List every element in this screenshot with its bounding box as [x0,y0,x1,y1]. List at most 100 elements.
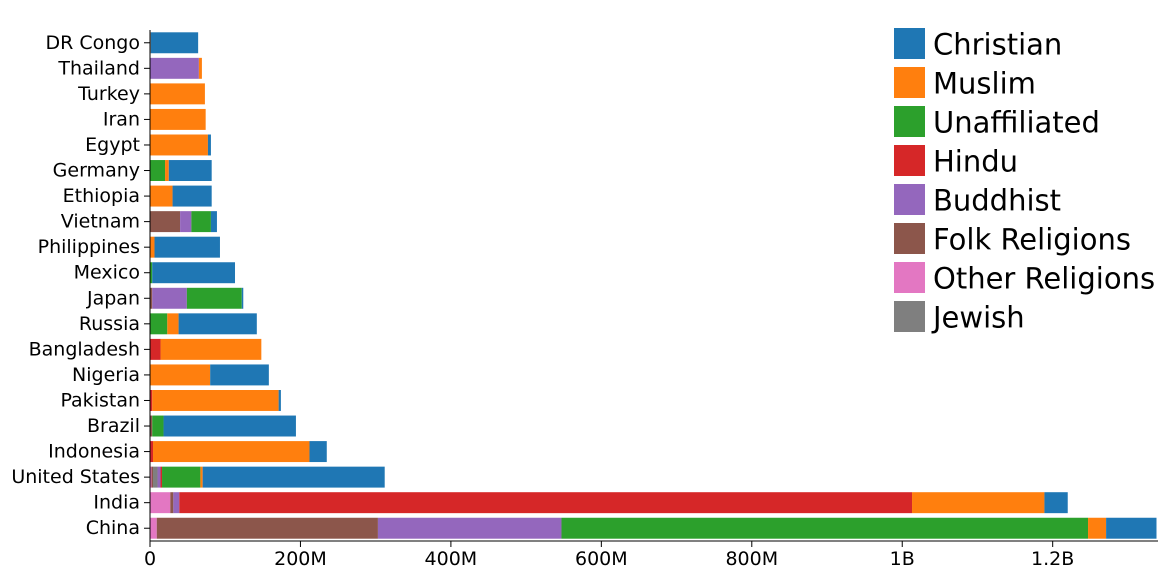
bar-pakistan-christian [278,389,281,411]
y-tick-label-iran: Iran [103,108,140,130]
bar-dr-congo-christian [150,32,199,54]
y-tick-label-india: India [93,492,140,514]
bar-bangladesh-hindu [150,338,161,360]
legend-swatch-other-religions [894,262,925,293]
bar-nigeria-muslim [150,364,211,386]
bar-vietnam-unaffiliated [191,211,211,233]
bar-vietnam-buddhist [180,211,192,233]
bar-thailand-buddhist [150,57,199,79]
bars-group [150,32,1157,539]
bar-russia-unaffiliated [150,313,168,335]
x-tick-label-200m: 200M [274,548,327,570]
bar-japan-unaffiliated [186,287,242,309]
bar-russia-muslim [167,313,179,335]
bar-thailand-muslim [198,57,202,79]
bar-united-states-muslim [200,466,203,488]
bar-germany-muslim [165,160,169,182]
bar-united-states-hindu [160,466,163,488]
y-tick-label-germany: Germany [53,160,140,182]
bar-indonesia-muslim [153,441,310,463]
bar-russia-christian [178,313,257,335]
legend-swatch-christian [894,28,925,59]
bar-india-folk-religions [170,492,174,514]
legend-swatch-jewish [894,301,925,332]
bar-united-states-jewish [153,466,158,488]
bar-united-states-folk-religions [151,466,154,488]
x-tick-label-1b: 1B [890,548,915,570]
bar-iran-muslim [150,108,206,130]
bar-indonesia-christian [309,441,327,463]
y-tick-label-pakistan: Pakistan [60,389,140,411]
bar-turkey-muslim [150,83,205,105]
bar-egypt-christian [207,134,211,156]
legend-label-christian: Christian [933,28,1062,62]
bar-nigeria-christian [210,364,269,386]
y-tick-label-united-states: United States [11,466,140,488]
y-tick-label-russia: Russia [79,313,140,335]
bar-brazil-folk-religions [150,415,153,437]
legend-label-jewish: Jewish [931,301,1025,335]
bar-china-muslim [1088,517,1107,539]
bar-mexico-unaffiliated [150,262,153,284]
legend-label-muslim: Muslim [933,67,1036,101]
x-axis: 0 200M 400M 600M 800M 1B 1.2B [144,540,1158,570]
y-tick-label-egypt: Egypt [85,134,140,156]
bar-mexico-christian [152,262,236,284]
bar-pakistan-muslim [152,389,279,411]
bar-india-other-religions [150,492,171,514]
bar-ethiopia-muslim [150,185,173,207]
y-tick-label-vietnam: Vietnam [61,211,140,233]
bar-germany-christian [168,160,212,182]
bar-ethiopia-christian [172,185,212,207]
y-tick-label-indonesia: Indonesia [48,441,140,463]
legend-label-hindu: Hindu [933,145,1018,179]
bar-indonesia-hindu [150,441,154,463]
y-axis: DR Congo Thailand Turkey Iran Egypt Germany Et… [11,30,151,541]
y-tick-label-turkey: Turkey [77,83,140,105]
bar-united-states-other-religions [150,466,152,488]
y-tick-label-mexico: Mexico [74,262,140,284]
legend-label-other-religions: Other Religions [933,262,1155,296]
y-tick-label-china: China [86,517,140,539]
bar-india-buddhist [173,492,180,514]
bar-philippines-christian [154,236,220,258]
y-tick-label-japan: Japan [86,287,140,309]
y-tick-label-bangladesh: Bangladesh [29,338,140,360]
legend-label-buddhist: Buddhist [933,184,1061,218]
bar-germany-unaffiliated [150,160,166,182]
bar-united-states-christian [202,466,385,488]
legend-swatch-buddhist [894,184,925,215]
legend-swatch-hindu [894,145,925,176]
bar-vietnam-folk-religions [150,211,181,233]
x-tick-label-1-2b: 1.2B [1031,548,1074,570]
bar-pakistan-hindu [150,389,153,411]
y-tick-label-thailand: Thailand [57,57,140,79]
legend: Christian Muslim Unaffiliated Hindu Buddhist… [894,28,1155,335]
bar-japan-buddhist [152,287,187,309]
bar-bangladesh-muslim [160,338,262,360]
x-tick-label-600m: 600M [575,548,628,570]
bar-vietnam-christian [210,211,217,233]
bar-india-hindu [179,492,913,514]
legend-swatch-muslim [894,67,925,98]
bar-japan-christian [241,287,244,309]
x-tick-label-0: 0 [144,548,156,570]
bar-japan-folk-religions [150,287,153,309]
y-tick-label-ethiopia: Ethiopia [63,185,140,207]
bar-china-christian [1106,517,1157,539]
legend-label-unaffiliated: Unaffiliated [933,106,1100,140]
bar-united-states-unaffiliated [162,466,201,488]
y-tick-label-brazil: Brazil [87,415,140,437]
x-tick-label-800m: 800M [725,548,778,570]
bar-brazil-unaffiliated [152,415,164,437]
y-tick-label-philippines: Philippines [38,236,140,258]
legend-swatch-folk-religions [894,223,925,254]
bar-china-folk-religions [156,517,378,539]
bar-china-buddhist [377,517,562,539]
legend-swatch-unaffiliated [894,106,925,137]
y-tick-label-dr-congo: DR Congo [46,32,141,54]
y-tick-label-nigeria: Nigeria [72,364,140,386]
bar-india-christian [1044,492,1068,514]
legend-label-folk-religions: Folk Religions [933,223,1131,257]
